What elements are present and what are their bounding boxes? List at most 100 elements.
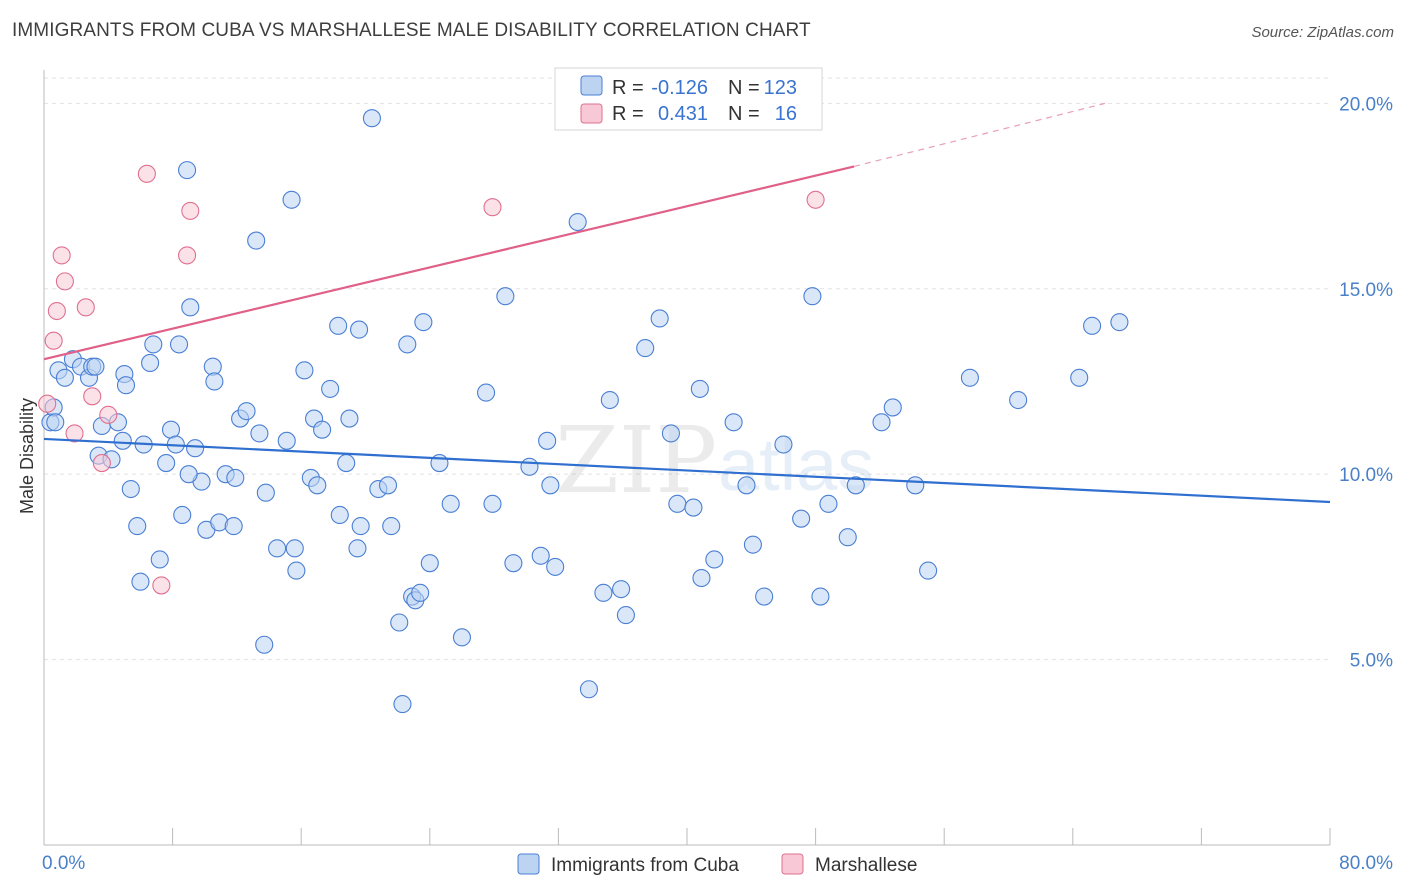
point-immigrants-from-cuba (541, 476, 560, 495)
point-immigrants-from-cuba (612, 580, 631, 599)
point-immigrants-from-cuba (128, 517, 147, 536)
legend-pink-r-label: R = (612, 103, 644, 125)
point-immigrants-from-cuba (277, 431, 296, 450)
point-marshallese (76, 298, 95, 317)
bottom-legend-swatch-pink (781, 853, 804, 875)
point-immigrants-from-cuba (960, 368, 979, 387)
point-immigrants-from-cuba (452, 628, 472, 647)
point-immigrants-from-cuba (811, 587, 830, 606)
point-immigrants-from-cuba (186, 439, 205, 458)
point-immigrants-from-cuba (141, 353, 160, 372)
point-immigrants-from-cuba (382, 517, 401, 536)
point-marshallese (152, 576, 171, 595)
point-immigrants-from-cuba (819, 494, 838, 513)
legend-blue-r-value: -0.126 (651, 77, 708, 99)
point-immigrants-from-cuba (600, 390, 619, 410)
point-immigrants-from-cuba (441, 494, 460, 513)
legend-blue-n-value: 123 (764, 77, 797, 99)
point-immigrants-from-cuba (774, 435, 793, 454)
y-tick-labels: 5.0% 10.0% 15.0% 20.0% (1339, 94, 1393, 671)
point-immigrants-from-cuba (287, 561, 306, 580)
y-tick-label: 20.0% (1339, 94, 1393, 115)
bottom-legend-pink-label: Marshallese (815, 855, 917, 876)
y-tick-label: 15.0% (1339, 280, 1393, 301)
point-immigrants-from-cuba (919, 561, 938, 580)
point-immigrants-from-cuba (205, 372, 224, 391)
watermark-zip: ZIP (555, 407, 717, 514)
point-immigrants-from-cuba (872, 413, 891, 432)
point-immigrants-from-cuba (330, 505, 349, 525)
point-immigrants-from-cuba (883, 398, 902, 417)
point-immigrants-from-cuba (268, 539, 287, 558)
x-tick-label-min: 0.0% (42, 853, 85, 874)
point-immigrants-from-cuba (636, 339, 655, 358)
point-immigrants-from-cuba (150, 550, 169, 569)
point-immigrants-from-cuba (650, 309, 669, 328)
point-immigrants-from-cuba (838, 528, 857, 547)
point-immigrants-from-cuba (496, 287, 515, 306)
legend-pink-r-value: 0.431 (658, 103, 708, 125)
point-immigrants-from-cuba (308, 476, 327, 495)
x-tick-marks (43, 828, 1331, 845)
point-immigrants-from-cuba (46, 413, 65, 432)
point-marshallese (83, 387, 102, 406)
point-immigrants-from-cuba (282, 190, 301, 209)
point-immigrants-from-cuba (684, 498, 703, 517)
point-immigrants-from-cuba (792, 509, 811, 528)
point-marshallese (55, 272, 74, 291)
point-immigrants-from-cuba (285, 539, 304, 558)
point-immigrants-from-cuba (121, 479, 140, 499)
point-immigrants-from-cuba (398, 335, 417, 354)
point-immigrants-from-cuba (256, 483, 275, 502)
point-marshallese (483, 198, 502, 217)
point-immigrants-from-cuba (1110, 313, 1129, 332)
point-immigrants-from-cuba (351, 517, 370, 536)
point-immigrants-from-cuba (178, 161, 197, 180)
point-immigrants-from-cuba (86, 357, 105, 376)
point-immigrants-from-cuba (157, 454, 176, 473)
point-immigrants-from-cuba (113, 431, 132, 450)
point-immigrants-from-cuba (295, 361, 314, 380)
point-immigrants-from-cuba (181, 298, 200, 317)
point-marshallese (137, 164, 156, 183)
x-tick-label-max: 80.0% (1339, 853, 1393, 874)
point-marshallese (47, 301, 66, 321)
point-marshallese (806, 190, 825, 209)
point-immigrants-from-cuba (803, 287, 822, 306)
bottom-legend-blue-label: Immigrants from Cuba (551, 855, 739, 876)
y-tick-label: 5.0% (1350, 651, 1393, 672)
point-immigrants-from-cuba (116, 376, 136, 395)
trend-lines (43, 102, 1331, 504)
point-immigrants-from-cuba (420, 554, 439, 573)
point-immigrants-from-cuba (255, 635, 274, 654)
chart-title: IMMIGRANTS FROM CUBA VS MARSHALLESE MALE… (12, 20, 811, 41)
point-immigrants-from-cuba (169, 335, 189, 354)
source-label: Source: ZipAtlas.com (1251, 24, 1394, 41)
point-immigrants-from-cuba (1083, 316, 1102, 335)
point-immigrants-from-cuba (616, 606, 635, 625)
point-immigrants-from-cuba (661, 424, 680, 443)
point-immigrants-from-cuba (237, 402, 256, 421)
point-immigrants-from-cuba (247, 231, 266, 250)
point-immigrants-from-cuba (390, 613, 409, 632)
point-immigrants-from-cuba (705, 550, 724, 569)
bottom-legend: Immigrants from Cuba Marshallese (517, 853, 917, 876)
point-immigrants-from-cuba (743, 535, 762, 554)
series-immigrants-from-cuba (41, 109, 1129, 714)
point-immigrants-from-cuba (378, 476, 398, 495)
point-immigrants-from-cuba (531, 546, 550, 565)
legend-swatch-blue (580, 75, 603, 96)
point-immigrants-from-cuba (690, 379, 709, 398)
point-immigrants-from-cuba (337, 454, 356, 473)
watermark-atlas: atlas (718, 423, 874, 506)
trend-line-marshallese-extension (854, 102, 1106, 167)
point-immigrants-from-cuba (179, 465, 198, 484)
point-immigrants-from-cuba (350, 320, 369, 339)
point-immigrants-from-cuba (1009, 390, 1028, 410)
point-immigrants-from-cuba (538, 431, 557, 450)
point-immigrants-from-cuba (755, 587, 774, 606)
point-immigrants-from-cuba (226, 468, 245, 487)
point-immigrants-from-cuba (250, 424, 269, 443)
legend-box: R = -0.126 N = 123 R = 0.431 N = 16 (554, 67, 823, 131)
